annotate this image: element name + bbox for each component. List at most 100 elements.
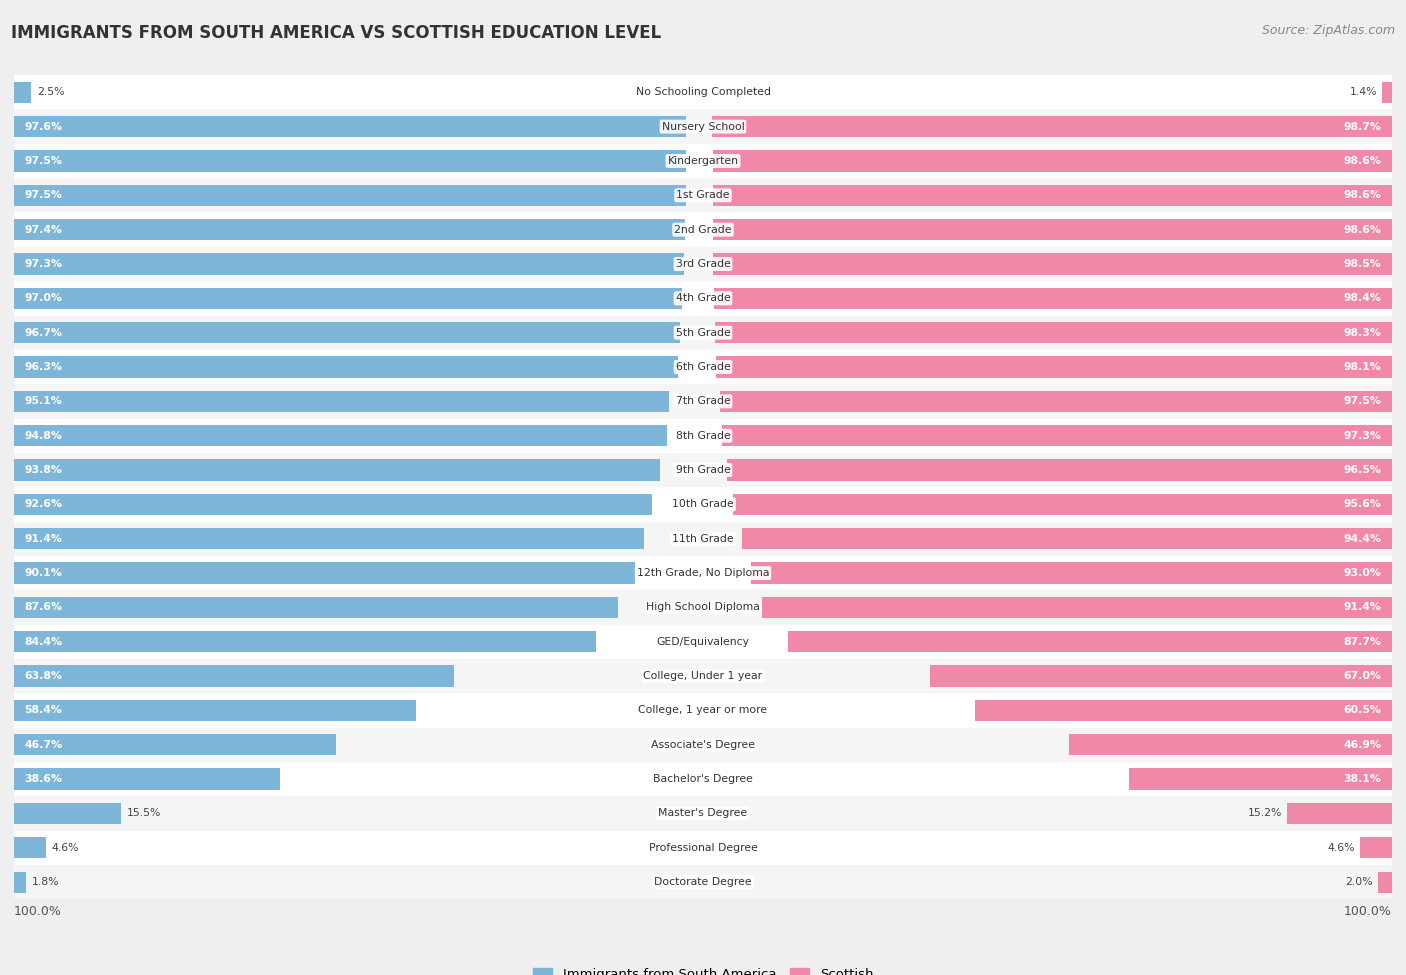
- Bar: [1360, 838, 1392, 858]
- Text: 92.6%: 92.6%: [24, 499, 62, 509]
- Text: High School Diploma: High School Diploma: [647, 603, 759, 612]
- Text: 5th Grade: 5th Grade: [676, 328, 730, 337]
- Text: 98.6%: 98.6%: [1344, 156, 1382, 166]
- Text: 94.8%: 94.8%: [24, 431, 62, 441]
- Text: 100.0%: 100.0%: [14, 905, 62, 917]
- Bar: [14, 254, 685, 275]
- Text: Doctorate Degree: Doctorate Degree: [654, 878, 752, 887]
- Text: 97.3%: 97.3%: [1344, 431, 1382, 441]
- Text: 2.5%: 2.5%: [37, 88, 65, 98]
- Bar: [14, 838, 46, 858]
- Bar: [713, 150, 1392, 172]
- Text: 98.6%: 98.6%: [1344, 224, 1382, 235]
- Text: Associate's Degree: Associate's Degree: [651, 740, 755, 750]
- Bar: [14, 322, 681, 343]
- Bar: [14, 116, 686, 137]
- Bar: [14, 213, 1392, 247]
- Bar: [14, 865, 1392, 899]
- Bar: [751, 563, 1392, 584]
- Bar: [14, 625, 1392, 659]
- Text: 9th Grade: 9th Grade: [676, 465, 730, 475]
- Bar: [14, 597, 617, 618]
- Text: 100.0%: 100.0%: [1344, 905, 1392, 917]
- Text: 96.5%: 96.5%: [1344, 465, 1382, 475]
- Text: 15.2%: 15.2%: [1247, 808, 1282, 818]
- Bar: [14, 693, 1392, 727]
- Bar: [14, 522, 1392, 556]
- Bar: [14, 288, 682, 309]
- Bar: [714, 322, 1392, 343]
- Text: 7th Grade: 7th Grade: [676, 397, 730, 407]
- Text: 93.8%: 93.8%: [24, 465, 62, 475]
- Bar: [1129, 768, 1392, 790]
- Bar: [14, 178, 1392, 213]
- Text: 87.6%: 87.6%: [24, 603, 62, 612]
- Bar: [14, 459, 661, 481]
- Text: 4.6%: 4.6%: [51, 842, 79, 853]
- Bar: [14, 768, 280, 790]
- Text: 2.0%: 2.0%: [1346, 878, 1372, 887]
- Text: Kindergarten: Kindergarten: [668, 156, 738, 166]
- Text: 60.5%: 60.5%: [1344, 706, 1382, 716]
- Text: 46.7%: 46.7%: [24, 740, 62, 750]
- Text: IMMIGRANTS FROM SOUTH AMERICA VS SCOTTISH EDUCATION LEVEL: IMMIGRANTS FROM SOUTH AMERICA VS SCOTTIS…: [11, 24, 661, 42]
- Text: 1.8%: 1.8%: [32, 878, 59, 887]
- Text: Master's Degree: Master's Degree: [658, 808, 748, 818]
- Bar: [14, 75, 1392, 109]
- Text: 46.9%: 46.9%: [1344, 740, 1382, 750]
- Bar: [14, 384, 1392, 418]
- Bar: [713, 219, 1392, 240]
- Bar: [14, 452, 1392, 488]
- Bar: [14, 666, 454, 686]
- Text: 97.5%: 97.5%: [1344, 397, 1382, 407]
- Bar: [14, 563, 634, 584]
- Bar: [14, 316, 1392, 350]
- Bar: [14, 219, 685, 240]
- Text: 98.6%: 98.6%: [1344, 190, 1382, 200]
- Text: 97.5%: 97.5%: [24, 190, 62, 200]
- Text: 11th Grade: 11th Grade: [672, 533, 734, 544]
- Bar: [713, 254, 1392, 275]
- Text: 12th Grade, No Diploma: 12th Grade, No Diploma: [637, 568, 769, 578]
- Bar: [14, 391, 669, 412]
- Bar: [14, 631, 596, 652]
- Bar: [14, 488, 1392, 522]
- Bar: [741, 528, 1392, 549]
- Bar: [14, 184, 686, 206]
- Bar: [14, 281, 1392, 316]
- Text: Bachelor's Degree: Bachelor's Degree: [652, 774, 754, 784]
- Text: 67.0%: 67.0%: [1344, 671, 1382, 682]
- Text: 98.7%: 98.7%: [1344, 122, 1382, 132]
- Text: 4.6%: 4.6%: [1327, 842, 1355, 853]
- Text: 58.4%: 58.4%: [24, 706, 62, 716]
- Bar: [14, 590, 1392, 625]
- Text: No Schooling Completed: No Schooling Completed: [636, 88, 770, 98]
- Text: 97.3%: 97.3%: [24, 259, 62, 269]
- Text: 96.3%: 96.3%: [24, 362, 62, 372]
- Text: 1.4%: 1.4%: [1350, 88, 1376, 98]
- Bar: [762, 597, 1392, 618]
- Text: 8th Grade: 8th Grade: [676, 431, 730, 441]
- Text: 91.4%: 91.4%: [1344, 603, 1382, 612]
- Text: 87.7%: 87.7%: [1344, 637, 1382, 646]
- Text: 98.1%: 98.1%: [1344, 362, 1382, 372]
- Bar: [727, 459, 1392, 481]
- Bar: [14, 734, 336, 756]
- Text: 38.6%: 38.6%: [24, 774, 62, 784]
- Text: 97.6%: 97.6%: [24, 122, 62, 132]
- Bar: [14, 727, 1392, 761]
- Bar: [14, 802, 121, 824]
- Bar: [14, 350, 1392, 384]
- Text: 1st Grade: 1st Grade: [676, 190, 730, 200]
- Legend: Immigrants from South America, Scottish: Immigrants from South America, Scottish: [527, 962, 879, 975]
- Text: College, 1 year or more: College, 1 year or more: [638, 706, 768, 716]
- Bar: [720, 391, 1392, 412]
- Bar: [14, 493, 652, 515]
- Bar: [14, 700, 416, 722]
- Bar: [714, 288, 1392, 309]
- Text: 3rd Grade: 3rd Grade: [675, 259, 731, 269]
- Text: 98.3%: 98.3%: [1344, 328, 1382, 337]
- Bar: [787, 631, 1392, 652]
- Text: College, Under 1 year: College, Under 1 year: [644, 671, 762, 682]
- Bar: [976, 700, 1392, 722]
